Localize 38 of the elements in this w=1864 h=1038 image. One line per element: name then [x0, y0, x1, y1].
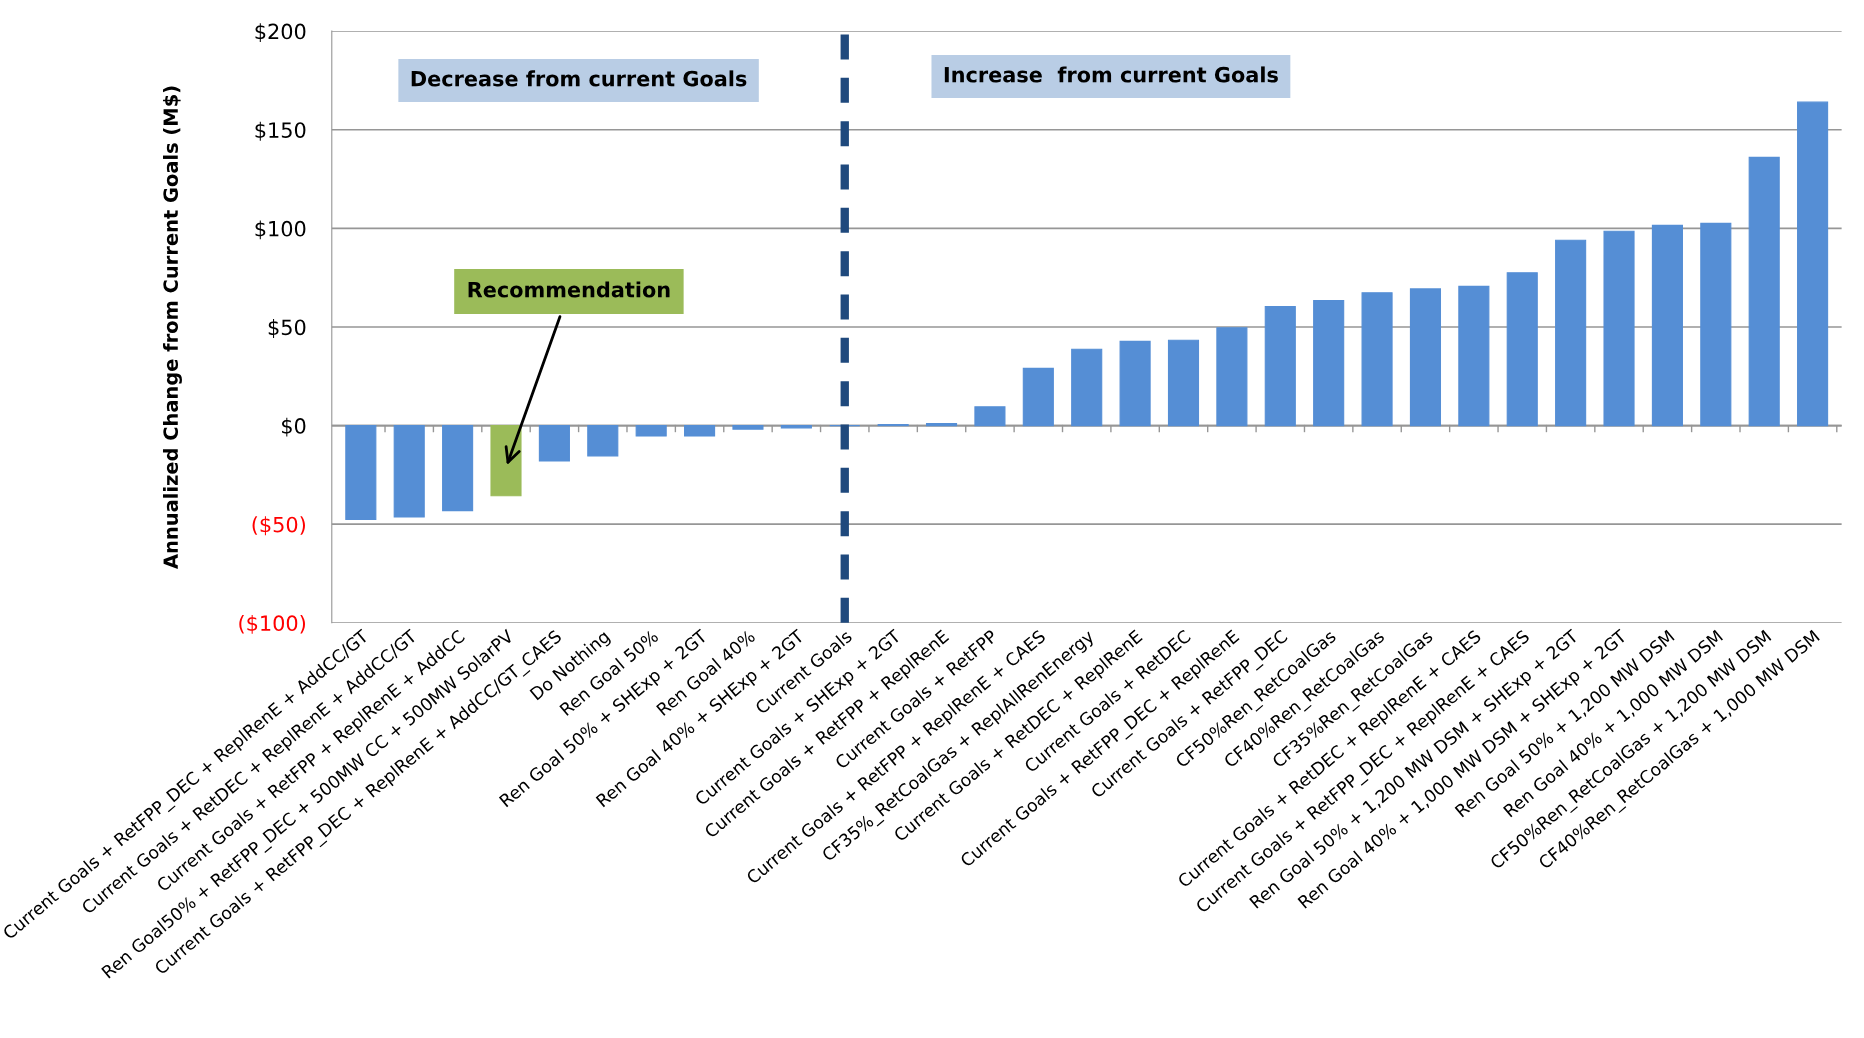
- bar: [345, 425, 377, 521]
- bar: [1167, 339, 1200, 427]
- bar: [684, 425, 716, 437]
- y-tick-label: $150: [255, 121, 306, 141]
- bar: [1071, 348, 1103, 427]
- bar: [1700, 222, 1732, 427]
- y-tick-label: ($50): [252, 516, 305, 536]
- annotation: Recommendation: [468, 281, 670, 298]
- bar: [1022, 367, 1054, 427]
- bar: [635, 425, 667, 437]
- bar: [1651, 224, 1683, 427]
- bar: [732, 425, 764, 430]
- bar: [1603, 230, 1635, 427]
- bar: [1264, 305, 1296, 427]
- bar: [1216, 327, 1248, 427]
- bar: [1361, 292, 1393, 427]
- bar: [780, 425, 812, 429]
- bar: [393, 425, 425, 518]
- bar: [1797, 101, 1829, 427]
- bar: [1313, 299, 1345, 427]
- bar: [1748, 156, 1780, 427]
- bar: [1458, 285, 1490, 427]
- y-tick-label: $0: [282, 417, 306, 437]
- y-axis-title: Annualized Change from Current Goals (M$): [162, 86, 182, 569]
- y-tick-label: $200: [255, 23, 306, 43]
- bar: [974, 406, 1006, 427]
- y-tick-label: $100: [255, 220, 306, 240]
- bar: [1506, 272, 1538, 427]
- annotation: Increase from current Goals: [944, 66, 1278, 83]
- bar: [490, 425, 522, 497]
- bar: [587, 425, 619, 457]
- annotation: Decrease from current Goals: [411, 70, 747, 87]
- bar: [442, 425, 474, 512]
- bar: [1555, 239, 1587, 427]
- bar: [1409, 288, 1442, 427]
- bar: [1119, 340, 1151, 427]
- y-tick-label: $50: [268, 319, 306, 338]
- bar: [538, 425, 570, 462]
